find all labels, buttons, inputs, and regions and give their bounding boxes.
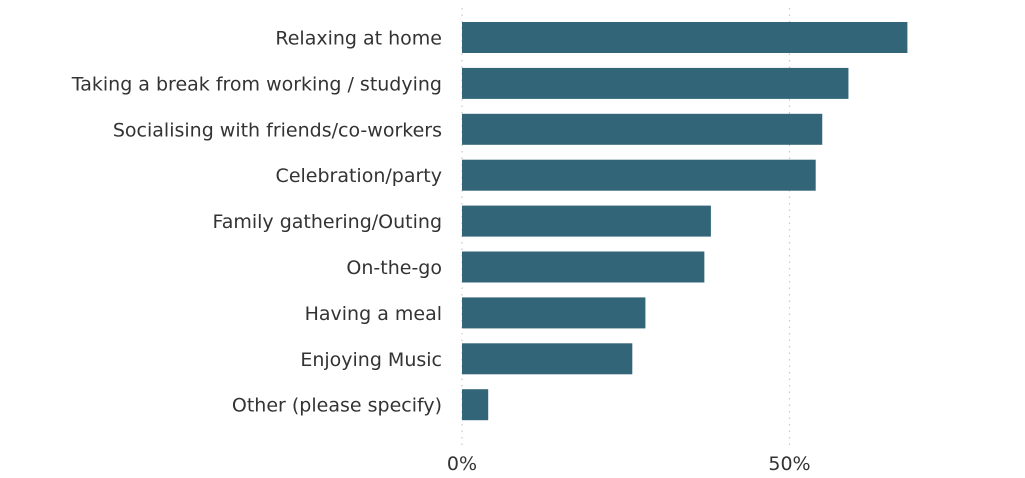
category-label-5: On-the-go	[346, 257, 442, 279]
category-label-3: Celebration/party	[276, 165, 442, 187]
x-tick-label-0: 0%	[447, 453, 477, 474]
bar-1	[462, 67, 849, 99]
category-label-4: Family gathering/Outing	[213, 211, 442, 233]
x-tick-labels: 0% 50%	[447, 453, 811, 475]
category-labels: Relaxing at home Taking a break from work…	[71, 28, 442, 417]
bar-6	[462, 297, 646, 329]
category-label-2: Socialising with friends/co-workers	[113, 119, 442, 141]
bar-3	[462, 159, 816, 191]
bar-0	[462, 22, 908, 53]
category-label-6: Having a meal	[305, 303, 442, 325]
bar-2	[462, 113, 823, 145]
bar-4	[462, 205, 711, 237]
category-label-7: Enjoying Music	[300, 349, 442, 371]
bar-8	[462, 389, 489, 421]
bars	[462, 22, 908, 421]
category-label-1: Taking a break from working / studying	[71, 73, 442, 95]
category-label-0: Relaxing at home	[275, 28, 442, 50]
category-label-8: Other (please specify)	[232, 395, 442, 417]
bar-5	[462, 251, 705, 283]
x-tick-label-1: 50%	[768, 453, 810, 474]
bar-7	[462, 343, 633, 375]
